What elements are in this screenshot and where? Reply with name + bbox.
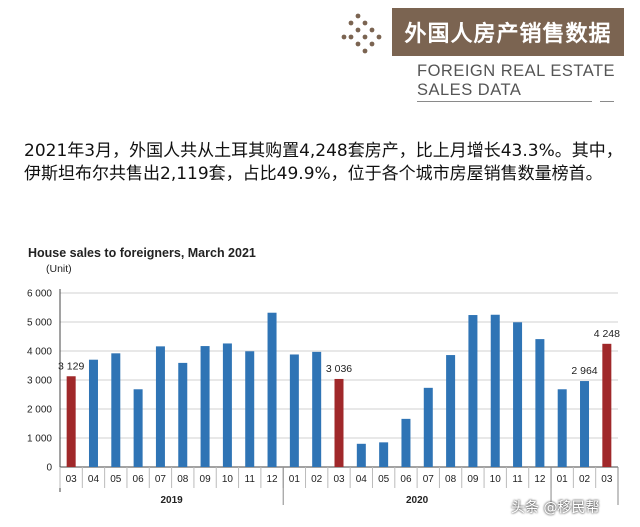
x-tick-label: 12 <box>266 474 278 485</box>
bar <box>513 322 523 467</box>
subtitle-rule-dash <box>600 101 614 102</box>
x-tick-label: 11 <box>245 474 256 485</box>
x-tick-label: 03 <box>66 474 78 485</box>
page-banner-title: 外国人房产销售数据 <box>392 8 624 56</box>
data-label: 3 036 <box>326 363 352 375</box>
bar <box>490 314 500 467</box>
x-tick-label: 06 <box>133 474 145 485</box>
bar <box>334 378 344 467</box>
bar <box>602 343 612 467</box>
x-tick-label: 01 <box>557 474 569 485</box>
chart-unit-label: (Unit) <box>46 263 72 275</box>
x-tick-label: 03 <box>333 474 345 485</box>
x-tick-label: 03 <box>601 474 613 485</box>
bar <box>200 346 210 467</box>
data-label: 2 964 <box>571 365 597 377</box>
bar <box>535 339 545 467</box>
x-tick-label: 09 <box>200 474 212 485</box>
bar <box>66 376 76 467</box>
x-tick-label: 11 <box>512 474 523 485</box>
bar <box>133 389 143 467</box>
x-tick-label: 10 <box>490 474 502 485</box>
bar <box>446 355 456 467</box>
y-tick-label: 1 000 <box>27 434 52 445</box>
bar <box>155 346 165 467</box>
x-tick-label: 06 <box>400 474 412 485</box>
y-tick-label: 4 000 <box>27 347 52 358</box>
bar <box>580 381 590 467</box>
y-tick-label: 6 000 <box>27 289 52 300</box>
x-tick-label: 10 <box>222 474 234 485</box>
bar <box>222 343 232 467</box>
y-tick-label: 5 000 <box>27 318 52 329</box>
y-tick-label: 3 000 <box>27 376 52 387</box>
page-subtitle: FOREIGN REAL ESTATE SALES DATA <box>417 62 617 100</box>
x-tick-label: 07 <box>423 474 435 485</box>
bar <box>178 362 188 467</box>
data-label: 3 129 <box>58 360 84 372</box>
dot-arrow-decoration <box>341 13 382 54</box>
bar <box>379 442 389 467</box>
bar <box>423 387 433 467</box>
x-tick-label: 02 <box>579 474 591 485</box>
x-tick-label: 02 <box>311 474 323 485</box>
data-label: 4 248 <box>594 328 620 340</box>
subtitle-line-2: SALES DATA <box>417 81 522 99</box>
x-tick-label: 04 <box>88 474 100 485</box>
subtitle-rule <box>417 101 592 102</box>
bar <box>245 351 255 467</box>
summary-paragraph: 2021年3月，外国人共从土耳其购置4,248套房产，比上月增长43.3%。其中… <box>24 141 623 184</box>
x-tick-label: 04 <box>356 474 368 485</box>
year-label: 2019 <box>160 495 183 506</box>
bar <box>111 353 121 467</box>
bar <box>557 389 567 467</box>
bar <box>312 351 322 467</box>
y-tick-label: 0 <box>46 463 52 474</box>
chart-title: House sales to foreigners, March 2021 <box>28 246 256 260</box>
watermark: 头条 @移民帮 <box>511 500 600 516</box>
year-label: 2020 <box>406 495 429 506</box>
bar <box>401 418 411 467</box>
x-tick-label: 08 <box>177 474 189 485</box>
x-tick-label: 09 <box>467 474 479 485</box>
x-tick-label: 08 <box>445 474 457 485</box>
bar <box>88 359 98 467</box>
bar <box>267 312 277 467</box>
x-tick-label: 07 <box>155 474 167 485</box>
bar <box>356 443 366 467</box>
x-tick-label: 12 <box>534 474 546 485</box>
y-tick-label: 2 000 <box>27 405 52 416</box>
x-tick-label: 05 <box>110 474 122 485</box>
bar <box>289 354 299 467</box>
x-tick-label: 01 <box>289 474 301 485</box>
x-tick-label: 05 <box>378 474 390 485</box>
subtitle-line-1: FOREIGN REAL ESTATE <box>417 62 616 80</box>
bar <box>468 315 478 467</box>
